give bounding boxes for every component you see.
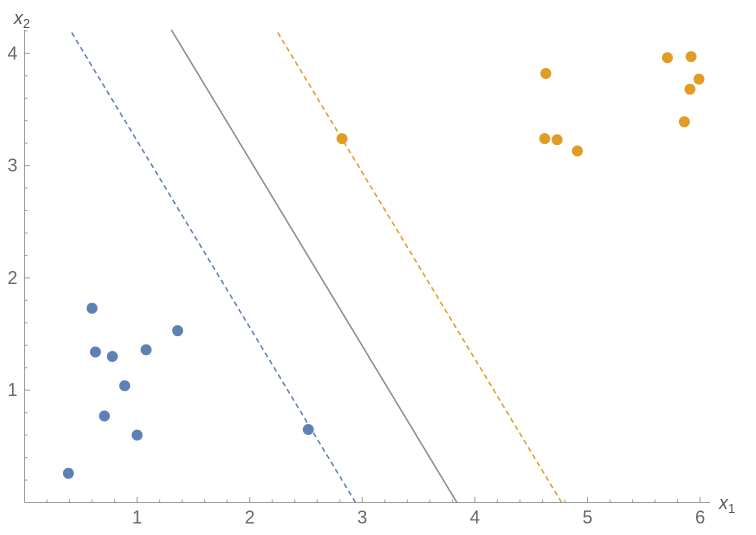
data-point-class-orange [539, 133, 551, 145]
margin-line-orange-line [275, 29, 563, 503]
data-point-class-blue [302, 424, 314, 436]
x-axis-tick-label: 3 [357, 508, 367, 528]
x-axis-tick-label: 2 [245, 508, 255, 528]
data-point-class-blue [131, 429, 143, 441]
data-point-class-orange [540, 68, 552, 80]
x-axis-tick-label: 5 [582, 508, 592, 528]
y-axis-tick-label: 1 [7, 380, 17, 400]
data-point-class-orange [685, 51, 697, 63]
margin-line-blue-line [69, 29, 357, 503]
data-point-class-orange [661, 52, 673, 64]
data-point-class-orange [571, 145, 583, 157]
data-point-class-blue [172, 325, 184, 337]
x-axis-tick-label: 4 [470, 508, 480, 528]
decision-boundary-line [170, 29, 458, 503]
data-point-class-orange [684, 83, 696, 95]
x-axis-tick-label: 6 [695, 508, 705, 528]
data-point-class-blue [119, 380, 131, 392]
data-point-class-orange [693, 73, 705, 85]
data-point-class-blue [89, 346, 101, 358]
data-point-class-orange [551, 134, 563, 146]
data-point-class-blue [140, 344, 152, 356]
y-axis-tick-label: 2 [7, 268, 17, 288]
data-point-class-orange [678, 116, 690, 128]
x-axis-tick-label: 1 [132, 508, 142, 528]
data-point-class-blue [86, 302, 98, 314]
data-point-class-blue [106, 351, 118, 363]
data-point-class-blue [98, 410, 110, 422]
y-axis-tick-label: 4 [7, 43, 17, 63]
data-point-class-orange [336, 133, 348, 145]
y-axis-label: x2 [13, 8, 30, 31]
data-point-class-blue [62, 467, 74, 479]
x-axis-label: x1 [718, 493, 735, 516]
y-axis-tick-label: 3 [7, 156, 17, 176]
